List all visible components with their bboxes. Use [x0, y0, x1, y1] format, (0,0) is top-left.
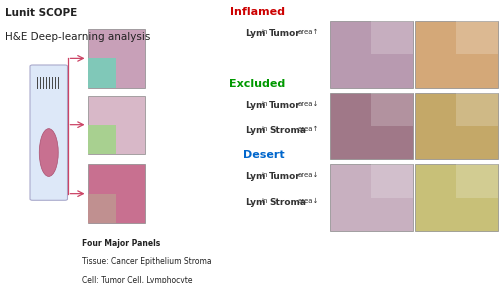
Text: Tumor: Tumor — [269, 29, 301, 38]
Text: Lunit SCOPE: Lunit SCOPE — [5, 8, 77, 18]
FancyBboxPatch shape — [330, 21, 412, 87]
Text: Tumor: Tumor — [269, 101, 301, 110]
Text: area↓: area↓ — [298, 198, 319, 204]
FancyBboxPatch shape — [371, 93, 412, 126]
FancyBboxPatch shape — [415, 93, 498, 159]
Text: Lym: Lym — [245, 101, 266, 110]
FancyBboxPatch shape — [456, 21, 498, 54]
Text: Lym: Lym — [245, 29, 266, 38]
Text: Excluded: Excluded — [229, 79, 285, 89]
Text: Stroma: Stroma — [269, 198, 306, 207]
FancyBboxPatch shape — [88, 194, 116, 223]
FancyBboxPatch shape — [456, 164, 498, 198]
Ellipse shape — [39, 129, 58, 176]
Text: area↑: area↑ — [298, 29, 319, 35]
Text: Four Major Panels: Four Major Panels — [82, 239, 161, 248]
FancyBboxPatch shape — [88, 125, 116, 154]
FancyBboxPatch shape — [456, 93, 498, 126]
Text: Inflamed: Inflamed — [230, 7, 285, 17]
Text: area↓: area↓ — [298, 101, 319, 107]
Text: Tissue: Cancer Epithelium Stroma: Tissue: Cancer Epithelium Stroma — [82, 257, 212, 266]
Text: Cell: Tumor Cell, Lymphocyte: Cell: Tumor Cell, Lymphocyte — [82, 276, 193, 283]
FancyBboxPatch shape — [30, 65, 68, 200]
FancyBboxPatch shape — [371, 21, 412, 54]
FancyBboxPatch shape — [415, 21, 498, 87]
FancyBboxPatch shape — [371, 164, 412, 198]
Text: in: in — [261, 29, 268, 35]
FancyBboxPatch shape — [330, 93, 412, 159]
Text: Stroma: Stroma — [269, 126, 306, 135]
Text: in: in — [261, 172, 268, 179]
FancyBboxPatch shape — [88, 164, 145, 223]
Text: area↓: area↓ — [298, 172, 319, 179]
FancyBboxPatch shape — [88, 29, 145, 87]
Text: in: in — [261, 198, 268, 204]
Text: H&E Deep-learning analysis: H&E Deep-learning analysis — [5, 32, 150, 42]
Text: area↑: area↑ — [298, 126, 319, 132]
FancyBboxPatch shape — [88, 58, 116, 87]
Text: Desert: Desert — [244, 151, 285, 160]
FancyBboxPatch shape — [415, 164, 498, 231]
Text: in: in — [261, 101, 268, 107]
Text: Lym: Lym — [245, 198, 266, 207]
FancyBboxPatch shape — [330, 164, 412, 231]
FancyBboxPatch shape — [88, 95, 145, 154]
Text: Lym: Lym — [245, 172, 266, 181]
Text: Lym: Lym — [245, 126, 266, 135]
Text: in: in — [261, 126, 268, 132]
Text: Tumor: Tumor — [269, 172, 301, 181]
